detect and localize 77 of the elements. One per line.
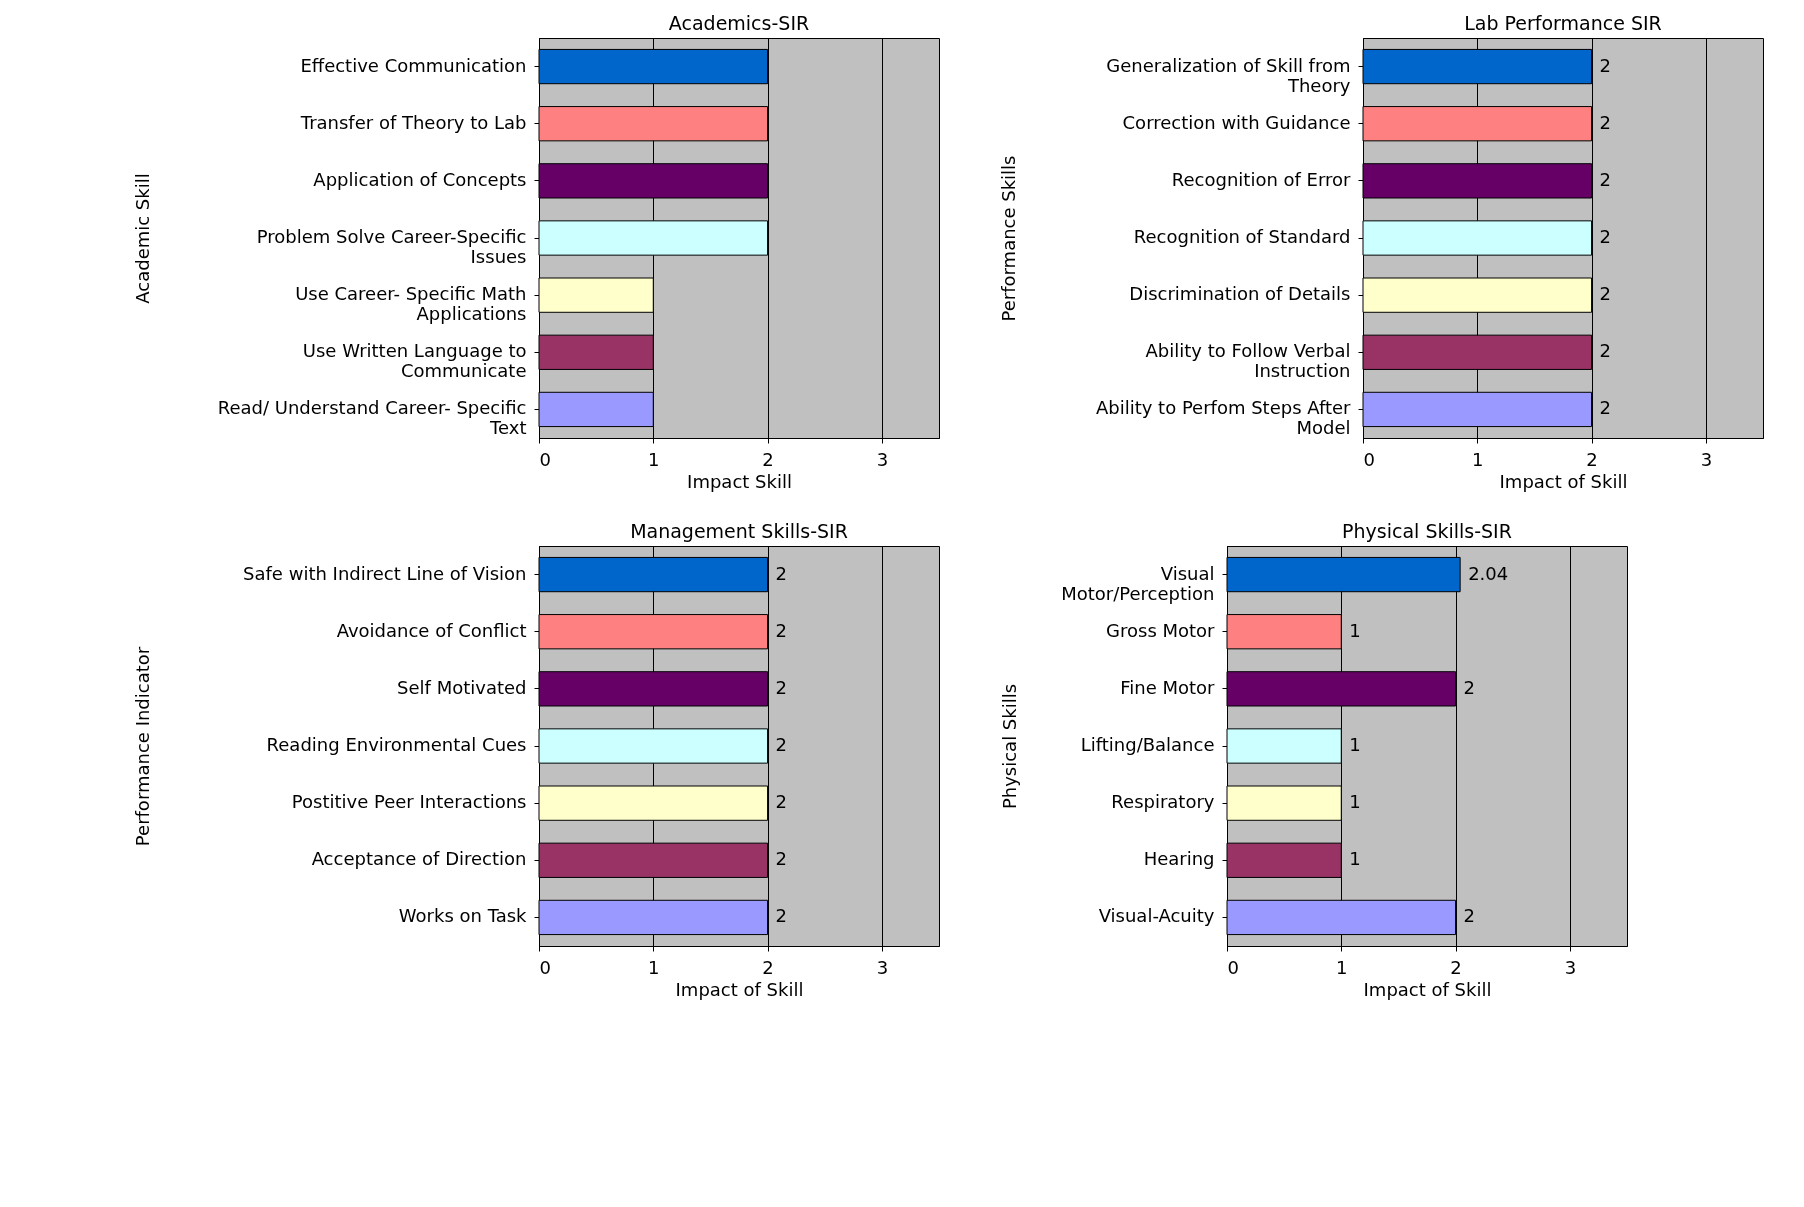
data-label: 2 — [1599, 54, 1612, 76]
y-tick-label: Problem Solve Career-Specific Issues — [256, 226, 527, 267]
y-axis-title: Performance Indicator — [132, 646, 153, 847]
y-tick-label: Discrimination of Details — [1129, 283, 1351, 305]
y-tick-label: Acceptance of Direction — [311, 848, 527, 870]
y-tick-label: Lifting/Balance — [1080, 734, 1215, 755]
y-tick-label: Gross Motor — [1106, 619, 1216, 641]
x-tick-label: 1 — [648, 448, 660, 470]
x-tick-label: 3 — [1564, 956, 1577, 978]
y-tick-label: Ability to Follow Verbal Instruction — [1145, 340, 1351, 382]
y-tick-label: Visual Motor/Perception — [1061, 562, 1215, 604]
data-label: 2 — [775, 905, 788, 927]
y-tick-label: Use Career- Specific Math Applications — [295, 283, 527, 325]
data-label: 2 — [775, 848, 788, 870]
y-tick-label: Fine Motor — [1120, 676, 1216, 698]
y-axis-title: Physical Skills — [998, 683, 1020, 810]
y-tick-label: Use Written Language to Communicate — [302, 340, 527, 382]
x-tick-label: 2 — [762, 448, 774, 470]
y-tick-label: Postitive Peer Interactions — [291, 791, 527, 813]
x-tick-label: 1 — [1336, 956, 1348, 978]
y-tick-label: Recognition of Standard — [1133, 226, 1351, 247]
x-tick-label: 3 — [876, 956, 889, 978]
y-tick-label: Self Motivated — [397, 676, 527, 698]
y-tick-label: Visual-Acuity — [1098, 905, 1215, 927]
y-tick-label: Application of Concepts — [313, 168, 527, 190]
x-tick-label: 2 — [1586, 448, 1598, 470]
y-tick-label: Recognition of Error — [1171, 168, 1352, 190]
data-label: 2 — [775, 619, 788, 641]
data-label: 2 — [1599, 226, 1612, 247]
x-tick-label: 0 — [1227, 956, 1239, 978]
data-label: 2 — [1599, 340, 1612, 362]
y-tick-label: Hearing — [1143, 848, 1215, 870]
y-tick-label: Works on Task — [398, 905, 528, 927]
data-label: 1 — [1349, 734, 1361, 755]
x-tick-label: 0 — [539, 448, 551, 470]
chart-title: Academics-SIR — [668, 12, 810, 34]
y-axis-title: Performance Skills — [998, 155, 1019, 322]
x-axis-title: Impact Skill — [687, 470, 792, 492]
x-tick-label: 1 — [648, 956, 660, 978]
y-tick-label: Ability to Perfom Steps After Model — [1095, 397, 1352, 439]
x-tick-label: 3 — [1700, 448, 1713, 470]
x-tick-label: 2 — [762, 956, 774, 978]
y-tick-label: Avoidance of Conflict — [336, 619, 527, 641]
data-label: 1 — [1349, 619, 1361, 641]
x-tick-label: 0 — [539, 956, 551, 978]
data-label: 2 — [1463, 905, 1476, 927]
chart-title: Physical Skills-SIR — [1342, 520, 1512, 542]
data-label: 2.04 — [1468, 562, 1509, 584]
data-label: 2 — [1599, 283, 1612, 305]
data-label: 2 — [775, 562, 788, 584]
x-tick-label: 0 — [1363, 448, 1375, 470]
data-label: 1 — [1349, 791, 1361, 813]
y-tick-label: Read/ Understand Career- Specific Text — [217, 397, 527, 439]
data-label: 2 — [1463, 676, 1476, 698]
data-label: 1 — [1349, 848, 1361, 870]
y-axis-title: Academic Skill — [132, 173, 153, 304]
chart-title: Management Skills-SIR — [630, 520, 848, 542]
x-tick-label: 1 — [1472, 448, 1484, 470]
x-axis-title: Impact of Skill — [1363, 978, 1492, 1000]
data-label: 2 — [1599, 111, 1612, 133]
x-axis-title: Impact of Skill — [1499, 470, 1628, 492]
data-label: 2 — [775, 676, 788, 698]
y-tick-label: Generalization of Skill from Theory — [1106, 54, 1351, 96]
data-label: 2 — [775, 791, 788, 813]
data-label: 2 — [1599, 168, 1612, 190]
chart-title: Lab Performance SIR — [1464, 12, 1662, 34]
data-label: 2 — [775, 734, 788, 755]
y-tick-label: Respiratory — [1111, 791, 1215, 813]
data-label: 2 — [1599, 397, 1612, 419]
y-tick-label: Safe with Indirect Line of Vision — [243, 562, 527, 584]
x-tick-label: 3 — [876, 448, 889, 470]
y-tick-label: Correction with Guidance — [1122, 111, 1351, 133]
x-axis-title: Impact of Skill — [675, 978, 804, 1000]
y-tick-label: Reading Environmental Cues — [266, 734, 527, 755]
x-tick-label: 2 — [1450, 956, 1462, 978]
y-tick-label: Transfer of Theory to Lab — [299, 111, 527, 133]
y-tick-label: Effective Communication — [300, 54, 527, 76]
